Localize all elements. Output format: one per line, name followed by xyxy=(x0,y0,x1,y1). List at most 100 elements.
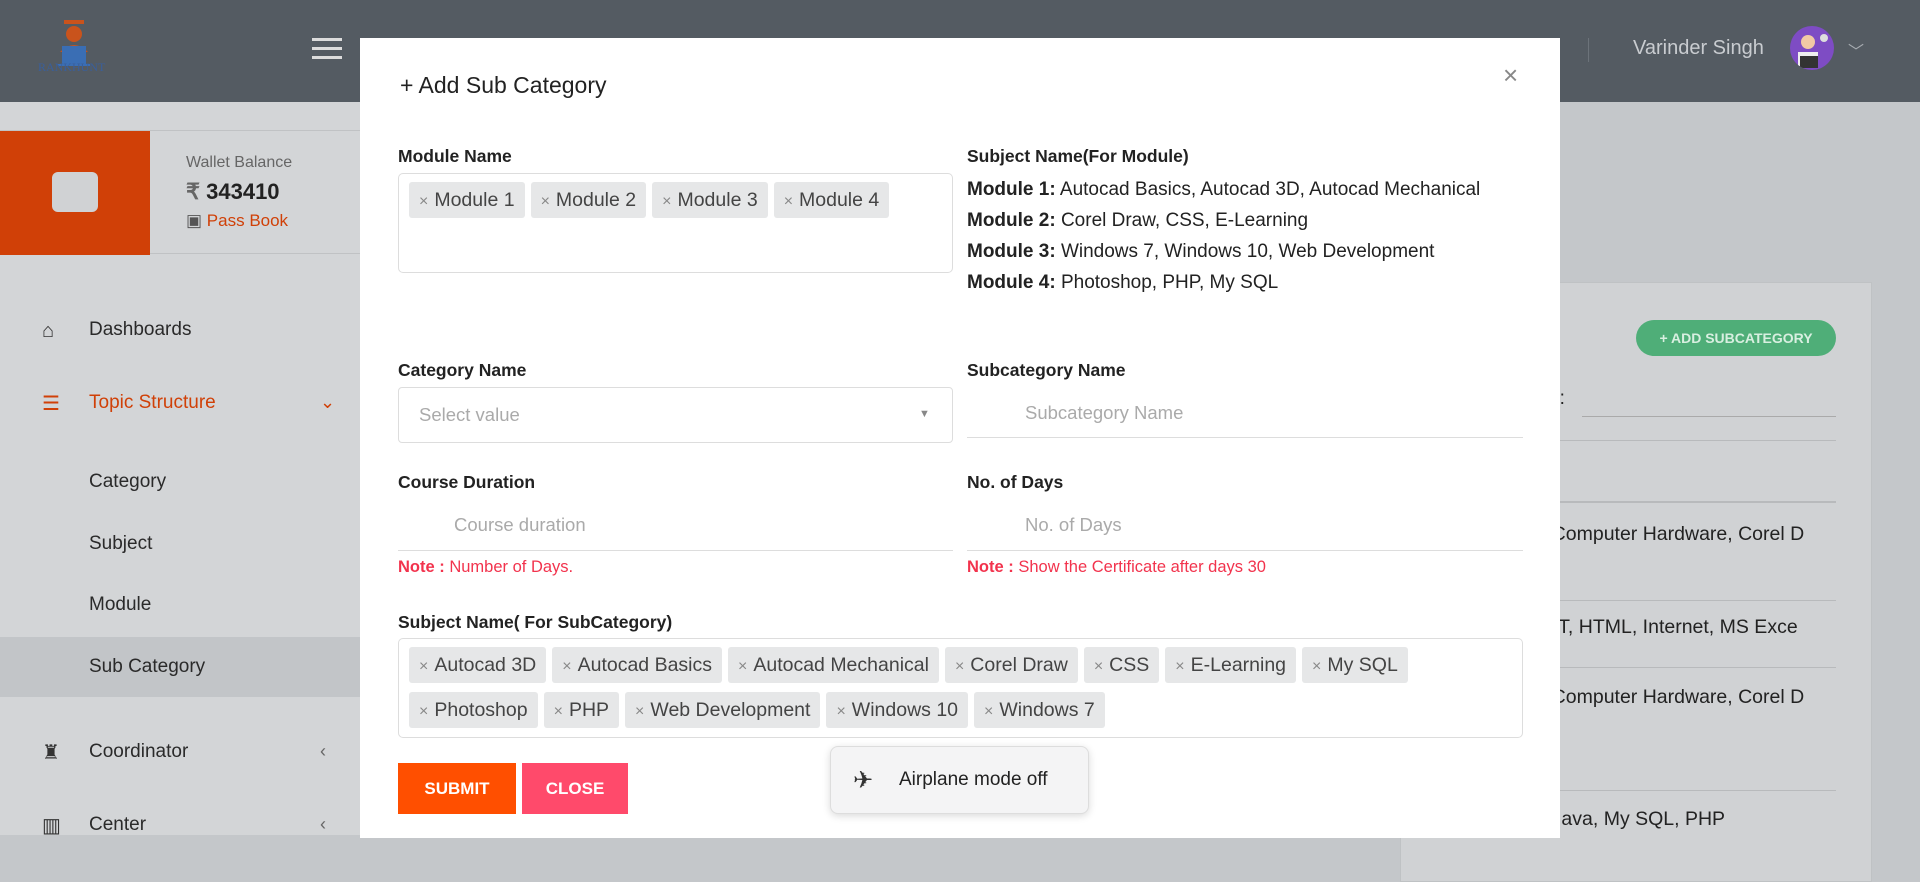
sidebar-item-module[interactable]: Module xyxy=(0,575,375,635)
remove-tag-icon[interactable]: × xyxy=(562,658,572,675)
chevron-left-icon: ‹ xyxy=(320,741,326,761)
avatar[interactable] xyxy=(1790,26,1834,70)
remove-tag-icon[interactable]: × xyxy=(419,658,429,675)
selected-tag[interactable]: × CSS xyxy=(1083,647,1160,683)
subcategory-name-input[interactable]: Subcategory Name xyxy=(1025,402,1184,423)
tag-label: Module 2 xyxy=(555,189,637,211)
category-name-label: Category Name xyxy=(398,360,527,380)
subject-for-subcategory-label: Subject Name( For SubCategory) xyxy=(398,612,673,632)
input-underline xyxy=(967,437,1523,438)
add-subcategory-button[interactable]: + ADD SUBCATEGORY xyxy=(1636,320,1836,356)
logo-text: RANKHUNT xyxy=(38,60,106,74)
module-name-label: Module Name xyxy=(398,146,512,166)
sidebar-item-center[interactable]: ▥ Center ‹ xyxy=(0,795,375,855)
wallet-label: Wallet Balance xyxy=(186,154,293,171)
wallet-amount: ₹ 343410 xyxy=(186,179,280,205)
module-name-select[interactable]: × Module 1 × Module 2 × Module 3 × Module 4 xyxy=(398,173,953,273)
remove-tag-icon[interactable]: × xyxy=(783,193,794,210)
remove-tag-icon[interactable]: × xyxy=(419,193,429,210)
caret-down-icon: ▼ xyxy=(919,408,930,420)
no-of-days-input[interactable]: No. of Days xyxy=(1025,514,1122,535)
tag-label: E-Learning xyxy=(1190,654,1287,676)
selected-tag[interactable]: × Windows 7 xyxy=(974,692,1105,728)
module-subject-line: Module 3: Windows 7, Windows 10, Web Dev… xyxy=(967,236,1487,267)
tag-label: Module 4 xyxy=(799,189,880,211)
selected-tag[interactable]: × Photoshop xyxy=(409,692,538,728)
module-subjects: Photoshop, PHP, My SQL xyxy=(1060,272,1279,293)
airplane-icon: ✈ xyxy=(853,767,874,794)
divider xyxy=(1540,667,1836,668)
divider xyxy=(1540,501,1836,503)
category-select[interactable]: Select value ▼ xyxy=(398,387,953,443)
remove-tag-icon[interactable]: × xyxy=(1093,658,1104,675)
module-subjects: Autocad Basics, Autocad 3D, Autocad Mech… xyxy=(1059,179,1481,200)
sidebar-item-dashboards[interactable]: ⌂ Dashboards xyxy=(0,300,375,360)
category-placeholder: Select value xyxy=(419,404,520,425)
selected-tag[interactable]: × Module 2 xyxy=(530,182,647,218)
tag-label: CSS xyxy=(1109,654,1150,676)
selected-tag[interactable]: × Autocad 3D xyxy=(409,647,547,683)
sidebar-item-subject[interactable]: Subject xyxy=(0,514,375,574)
menu-toggle-icon[interactable] xyxy=(312,38,342,60)
selected-tag[interactable]: × Module 4 xyxy=(773,182,890,218)
selected-tag[interactable]: × Autocad Basics xyxy=(552,647,722,683)
subject-for-module-label: Subject Name(For Module) xyxy=(967,146,1189,166)
selected-tag[interactable]: × Autocad Mechanical xyxy=(728,647,939,683)
tag-label: Photoshop xyxy=(434,699,528,721)
selected-tag[interactable]: × Module 1 xyxy=(409,182,525,218)
table-row: e, Computer Hardware, Corel D xyxy=(1530,523,1805,545)
tag-label: Module 3 xyxy=(677,189,758,211)
wallet-panel: Wallet Balance ₹ 343410 ▣ Pass Book xyxy=(0,130,375,255)
logo[interactable] xyxy=(38,16,110,72)
selected-tag[interactable]: × Windows 10 xyxy=(826,692,969,728)
remove-tag-icon[interactable]: × xyxy=(419,703,429,720)
passbook-link[interactable]: ▣ Pass Book xyxy=(186,211,288,231)
sidebar-item-category[interactable]: Category xyxy=(0,452,375,512)
remove-tag-icon[interactable]: × xyxy=(836,703,846,720)
chevron-down-icon: ⌄ xyxy=(320,392,336,412)
remove-tag-icon[interactable]: × xyxy=(738,658,748,675)
note-prefix: Note : xyxy=(967,558,1014,576)
selected-tag[interactable]: × Web Development xyxy=(625,692,821,728)
remove-tag-icon[interactable]: × xyxy=(540,193,550,210)
selected-tag[interactable]: × My SQL xyxy=(1302,647,1408,683)
course-duration-input[interactable]: Course duration xyxy=(454,514,586,535)
divider xyxy=(1540,440,1836,441)
close-button[interactable]: CLOSE xyxy=(522,763,628,814)
remove-tag-icon[interactable]: × xyxy=(553,703,563,720)
subjects-select[interactable]: × Autocad 3D × Autocad Basics × Autocad Mecha… xyxy=(398,638,1523,738)
sidebar-item-label: Center xyxy=(89,814,147,835)
wallet-icon xyxy=(52,172,98,212)
sidebar-item-coordinator[interactable]: ♜ Coordinator ‹ xyxy=(0,722,375,782)
remove-tag-icon[interactable]: × xyxy=(1312,658,1322,675)
add-subcategory-modal: × + Add Sub Category Module Name × Module… xyxy=(360,38,1560,838)
username[interactable]: Varinder Singh xyxy=(1633,37,1764,59)
search-input[interactable] xyxy=(1582,416,1836,417)
remove-tag-icon[interactable]: × xyxy=(662,193,672,210)
sidebar-item-label: Topic Structure xyxy=(89,392,216,413)
remove-tag-icon[interactable]: × xyxy=(954,658,965,675)
selected-tag[interactable]: × E-Learning xyxy=(1165,647,1297,683)
note-text: Number of Days. xyxy=(449,558,574,576)
rupee-icon: ₹ xyxy=(186,179,200,204)
remove-tag-icon[interactable]: × xyxy=(984,703,994,720)
sidebar-item-topic-structure[interactable]: ☰ Topic Structure ⌄ xyxy=(0,373,375,433)
divider xyxy=(1540,600,1836,601)
remove-tag-icon[interactable]: × xyxy=(635,703,645,720)
subcategory-name-label: Subcategory Name xyxy=(967,360,1126,380)
close-icon[interactable]: × xyxy=(1503,60,1519,90)
chevron-down-icon[interactable]: ﹀ xyxy=(1848,44,1865,61)
tag-label: Autocad 3D xyxy=(434,654,537,676)
divider xyxy=(1588,38,1589,62)
sidebar-item-sub-category[interactable]: Sub Category xyxy=(0,637,375,697)
remove-tag-icon[interactable]: × xyxy=(1175,658,1185,675)
selected-tag[interactable]: × PHP xyxy=(543,692,620,728)
selected-tag[interactable]: × Corel Draw xyxy=(944,647,1078,683)
selected-tag[interactable]: × Module 3 xyxy=(652,182,768,218)
toast-text: Airplane mode off xyxy=(899,769,1048,790)
module-name: Module 2: xyxy=(967,210,1056,231)
submit-button[interactable]: SUBMIT xyxy=(398,763,516,814)
module-subject-line: Module 2: Corel Draw, CSS, E-Learning xyxy=(967,205,1487,236)
module-name: Module 4: xyxy=(967,272,1056,293)
chevron-left-icon: ‹ xyxy=(320,814,326,834)
